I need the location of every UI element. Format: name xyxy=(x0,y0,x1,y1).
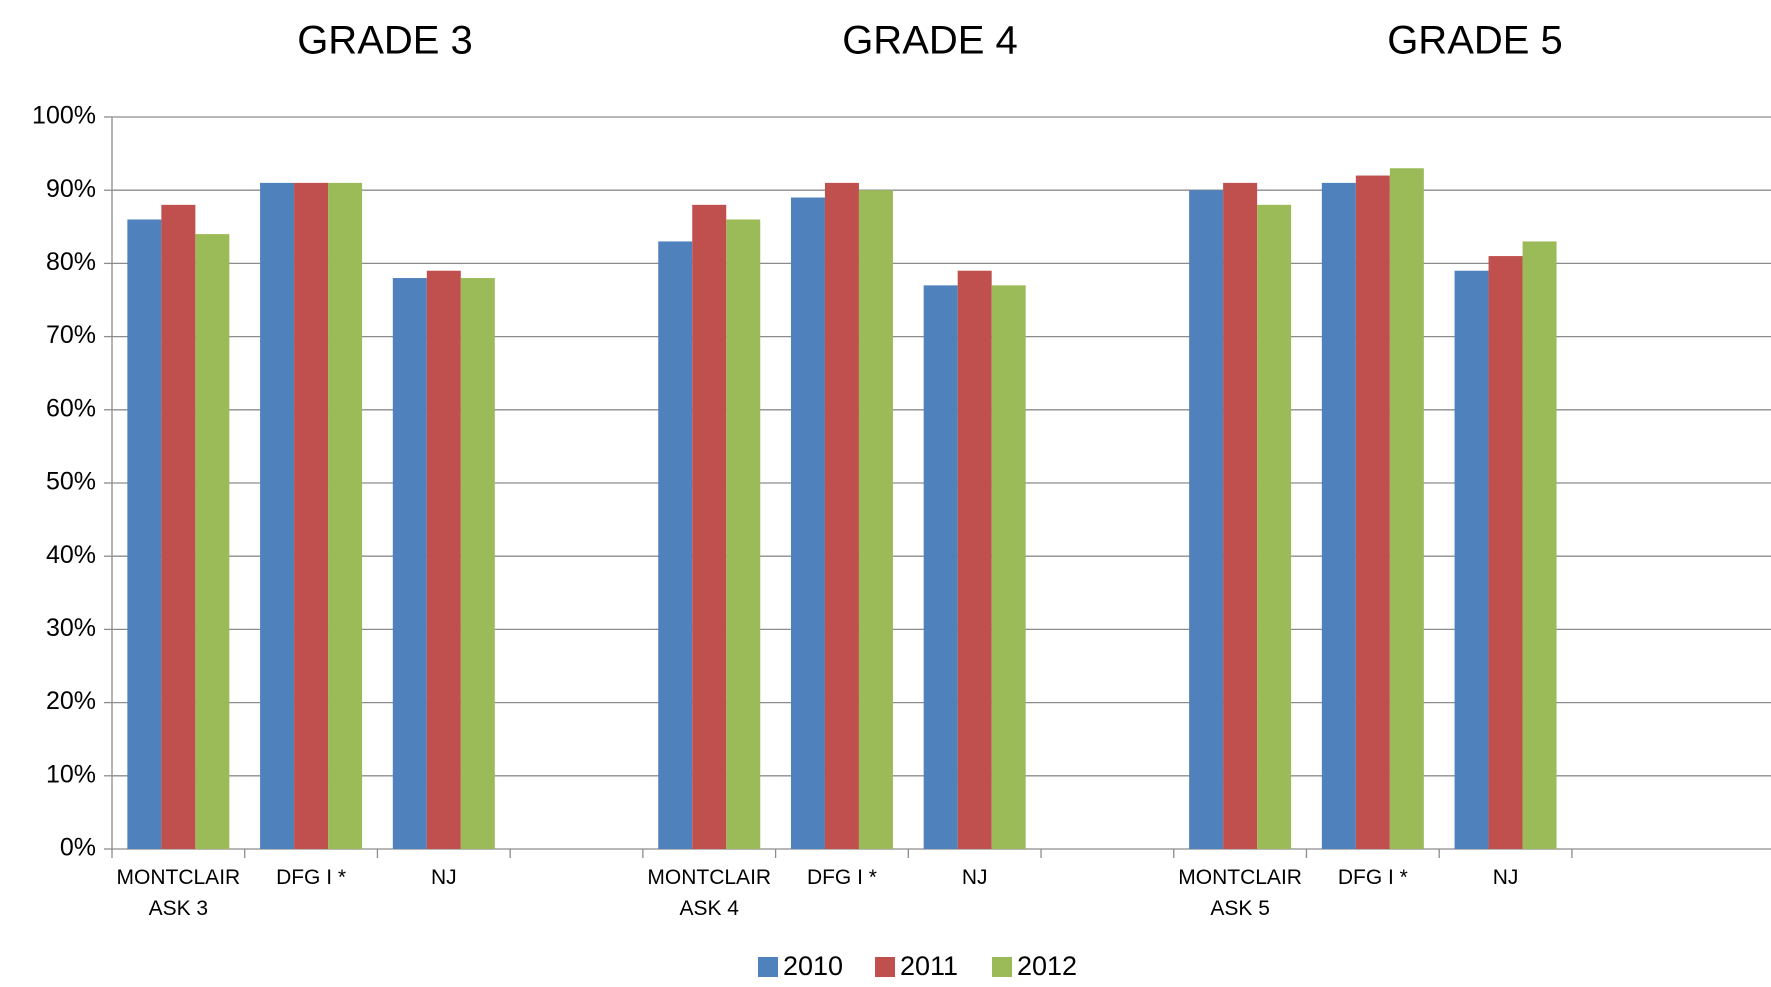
x-axis-tick-labels: MONTCLAIR ASK 3 DFG I * NJ MONTCLAIR ASK 4 DFG… xyxy=(117,866,1519,920)
bar-2011-0 xyxy=(161,204,196,850)
bar-2011-10 xyxy=(1488,256,1523,850)
legend-swatch-2011 xyxy=(875,957,895,977)
legend-label-2012: 2012 xyxy=(1017,951,1077,981)
bar-2011-4 xyxy=(692,204,727,850)
grade-title-3: GRADE 3 xyxy=(297,19,473,63)
legend-label-2011: 2011 xyxy=(900,951,958,981)
y-tick-label: 20% xyxy=(46,687,96,715)
y-tick-label: 80% xyxy=(46,248,96,276)
y-axis-tick-labels: 0% 10% 20% 30% 40% 50% 60% 70% 80% 90% 100% xyxy=(32,102,96,862)
bar-2010-9 xyxy=(1321,182,1356,849)
legend-swatch-2012 xyxy=(992,957,1012,977)
bar-2010-4 xyxy=(658,241,693,849)
bar-2012-0 xyxy=(195,234,230,849)
bar-2012-6 xyxy=(991,285,1026,849)
bar-2011-2 xyxy=(426,270,461,850)
bar-2012-9 xyxy=(1389,168,1424,850)
bar-2010-10 xyxy=(1454,270,1489,850)
y-tick-label: 100% xyxy=(32,102,96,130)
bar-2012-10 xyxy=(1522,241,1557,849)
x-tick-label: NJ xyxy=(1493,866,1519,889)
y-tick-label: 10% xyxy=(46,760,96,788)
bar-2011-6 xyxy=(957,270,992,850)
x-tick-label: ASK 5 xyxy=(1210,897,1270,920)
bar-2011-1 xyxy=(294,182,329,849)
x-tick-label: ASK 4 xyxy=(679,897,739,920)
grade-title-4: GRADE 4 xyxy=(842,19,1018,63)
x-tick-label: DFG I * xyxy=(807,866,877,889)
bar-2010-6 xyxy=(923,285,958,849)
bar-2011-5 xyxy=(824,182,859,849)
y-tick-label: 30% xyxy=(46,614,96,642)
bar-2010-0 xyxy=(127,219,162,850)
bar-2011-8 xyxy=(1223,182,1258,849)
bar-2012-1 xyxy=(328,182,363,849)
y-tick-label: 90% xyxy=(46,175,96,203)
y-tick-label: 0% xyxy=(60,834,96,862)
bar-2010-1 xyxy=(260,182,295,849)
y-tick-label: 60% xyxy=(46,394,96,422)
bars xyxy=(127,168,1557,850)
bar-2010-2 xyxy=(392,278,427,849)
grade-title-5: GRADE 5 xyxy=(1387,19,1563,63)
bar-2012-2 xyxy=(460,278,495,849)
x-tick-label: MONTCLAIR xyxy=(117,866,241,889)
x-tick-label: NJ xyxy=(431,866,457,889)
bar-2012-4 xyxy=(726,219,761,850)
bar-2010-5 xyxy=(790,197,825,849)
bar-2012-8 xyxy=(1257,204,1292,850)
legend-label-2010: 2010 xyxy=(783,951,843,981)
bar-2012-5 xyxy=(858,190,893,849)
grade-titles: GRADE 3 GRADE 4 GRADE 5 xyxy=(297,19,1563,63)
x-tick-label: MONTCLAIR xyxy=(647,866,771,889)
bar-2011-9 xyxy=(1355,175,1390,849)
x-tick-label: DFG I * xyxy=(276,866,346,889)
x-tick-label: MONTCLAIR xyxy=(1178,866,1302,889)
x-tick-label: NJ xyxy=(962,866,988,889)
x-tick-label: DFG I * xyxy=(1338,866,1408,889)
legend: 2010 2011 2012 xyxy=(758,951,1077,981)
legend-swatch-2010 xyxy=(758,957,778,977)
bar-2010-8 xyxy=(1189,190,1224,849)
y-tick-label: 50% xyxy=(46,468,96,496)
x-tick-label: ASK 3 xyxy=(149,897,209,920)
y-tick-label: 70% xyxy=(46,321,96,349)
y-tick-label: 40% xyxy=(46,541,96,569)
